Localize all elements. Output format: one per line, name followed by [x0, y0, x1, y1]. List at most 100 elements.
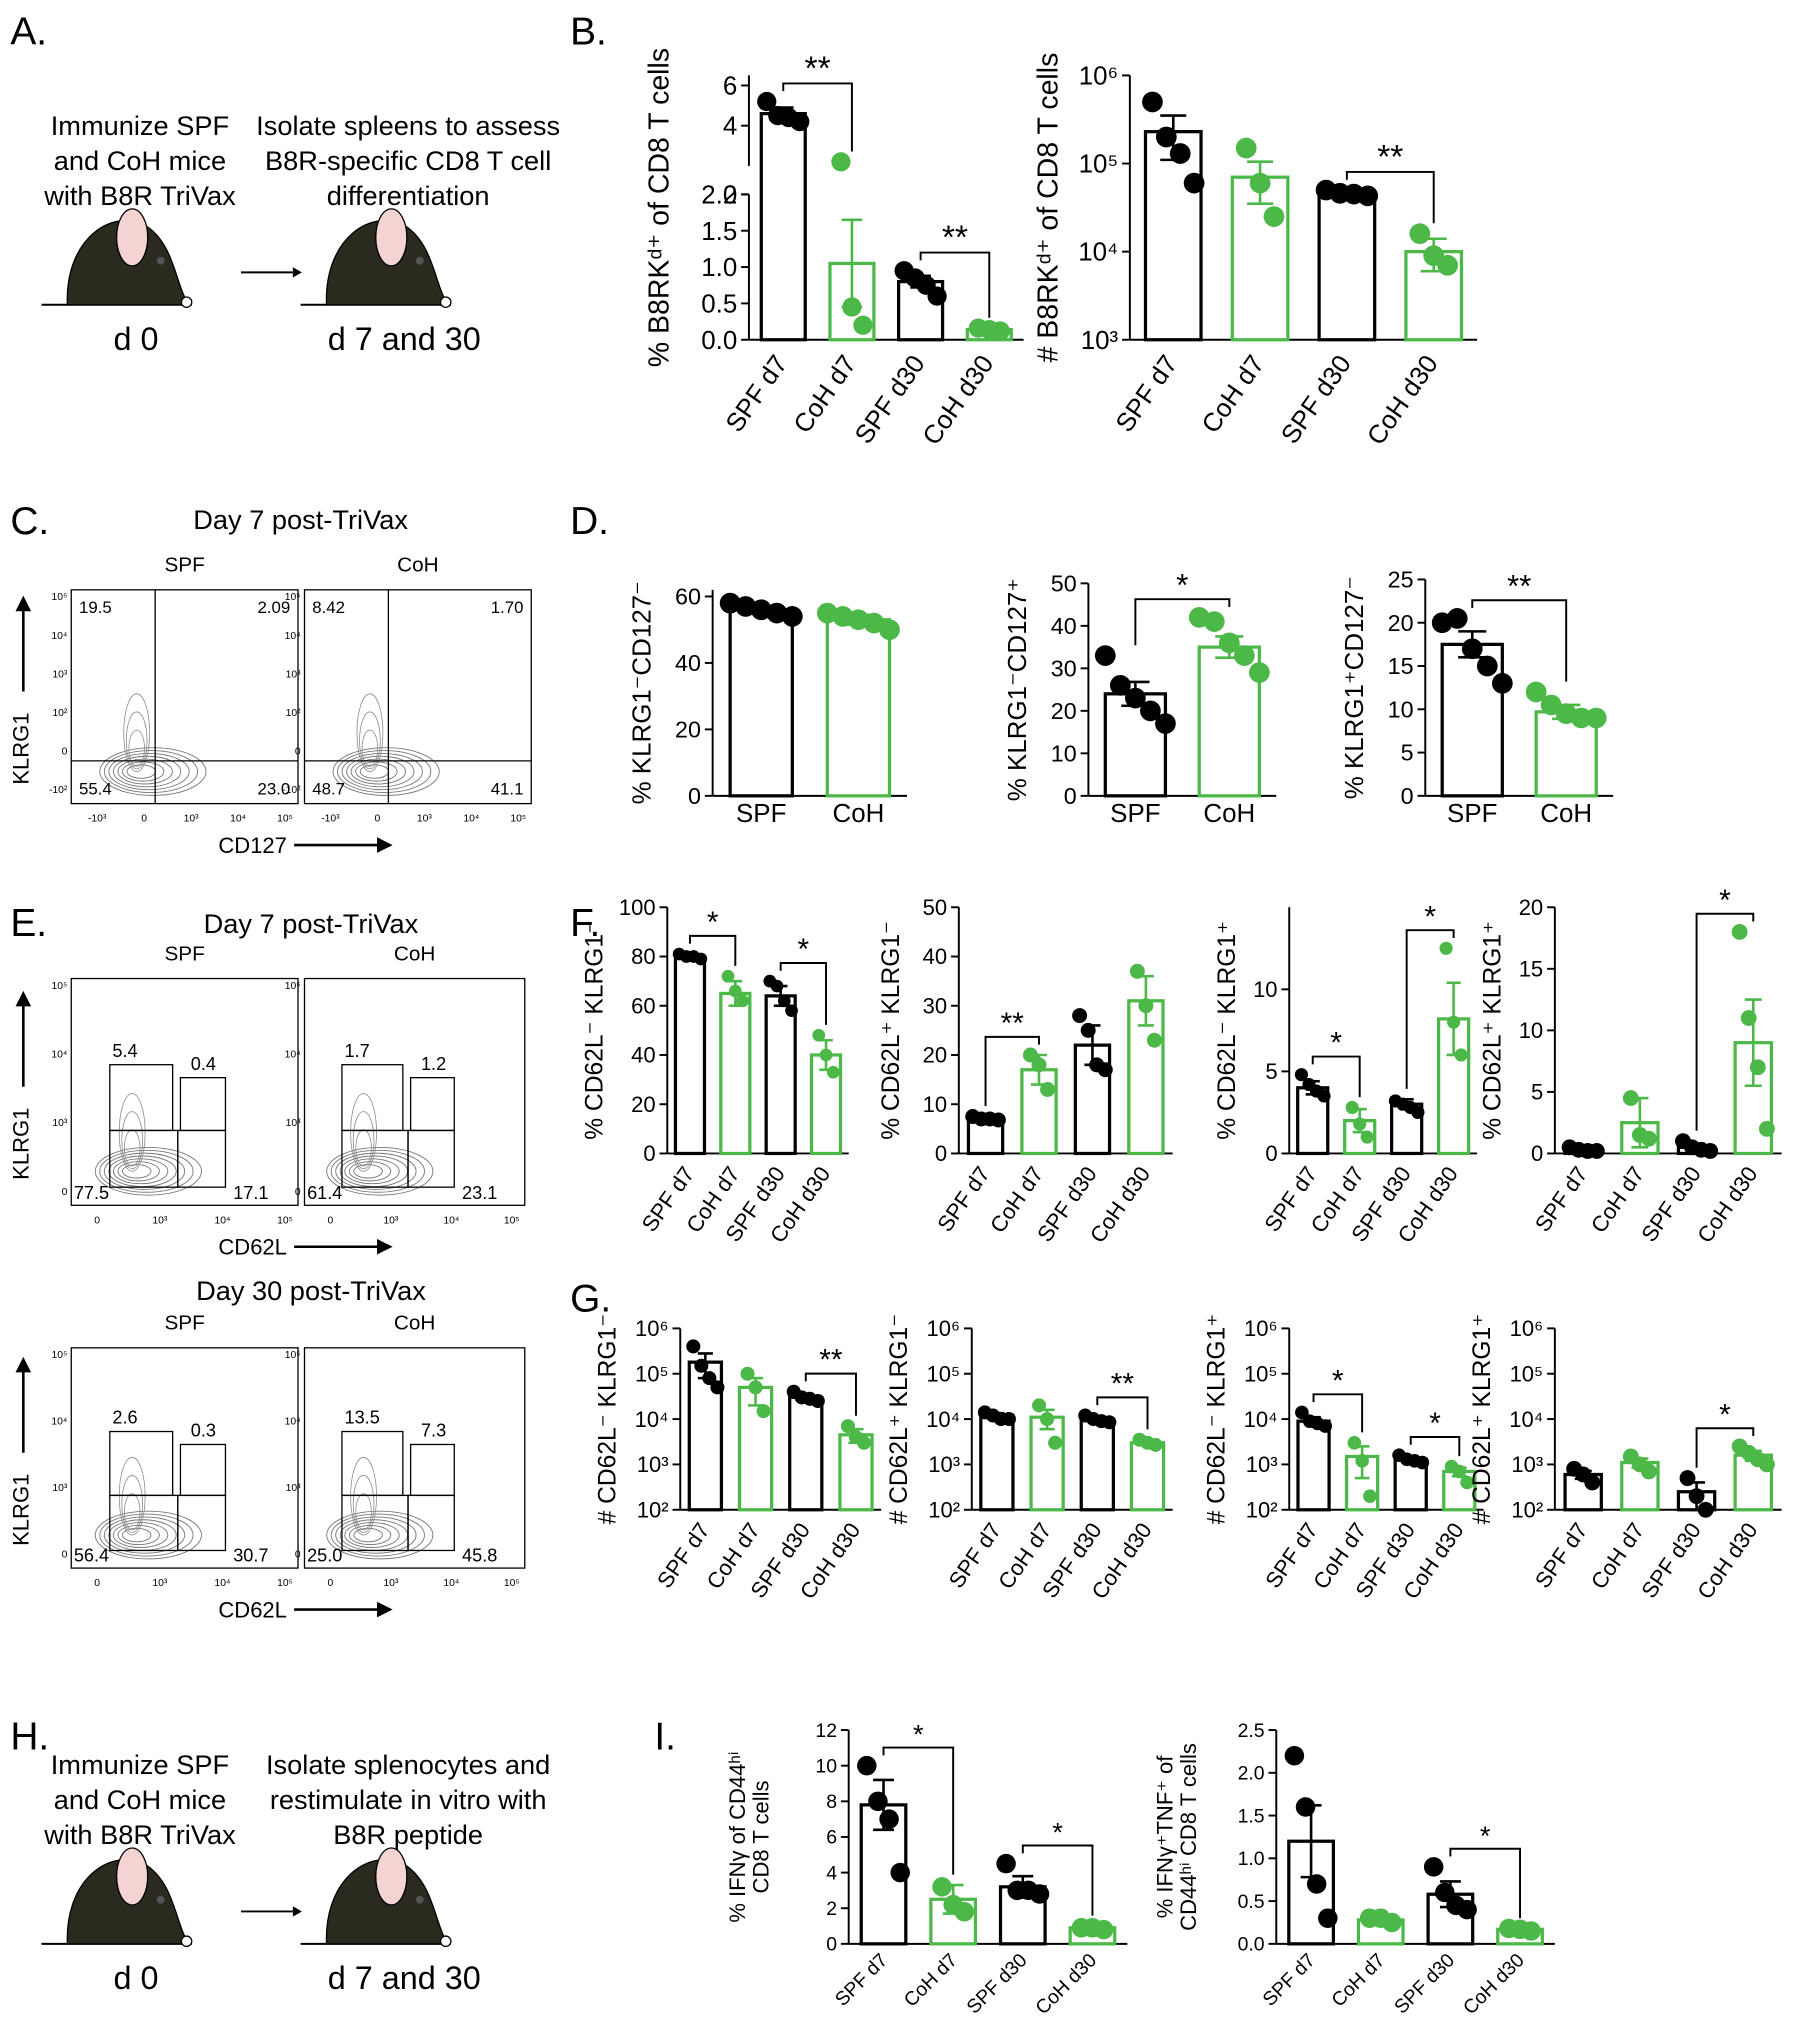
x-tick-label: SPF — [1110, 800, 1160, 828]
y-tick-label: 8 — [826, 1791, 837, 1813]
y-tick-label: 10³ — [1511, 1452, 1543, 1477]
data-point — [1749, 1059, 1766, 1076]
y-tick-label: 20 — [923, 1043, 948, 1068]
data-point — [863, 612, 885, 634]
data-point — [1169, 143, 1191, 164]
significance-bracket — [919, 251, 991, 318]
data-point — [1476, 655, 1498, 677]
data-point — [1570, 707, 1592, 729]
flow-x-tick: 10⁵ — [277, 814, 293, 825]
gate-box — [179, 1077, 227, 1132]
x-tick-label: CoH — [1540, 800, 1592, 828]
contour — [350, 1093, 377, 1172]
flow-y-tick: 10⁵ — [52, 592, 68, 603]
y-tick-label: 40 — [923, 944, 948, 969]
y-tick-label: 10⁵ — [926, 1361, 960, 1386]
y-axis-label: # CD62L⁻ KLRG1⁺ — [1203, 1314, 1230, 1525]
significance-bracket — [1405, 929, 1455, 1089]
flow-y-tick: 0 — [295, 1187, 301, 1198]
contour — [121, 1527, 152, 1543]
contour — [121, 1111, 143, 1170]
gate-value: 8.42 — [312, 598, 345, 617]
data-point — [1317, 1089, 1331, 1103]
y-tick-label: 10⁶ — [1510, 1316, 1544, 1341]
contour — [125, 711, 148, 770]
x-tick-label: CoH d30 — [918, 350, 1000, 450]
bar — [1317, 192, 1377, 342]
contour — [121, 1164, 152, 1179]
schematic-text: B8R peptide — [333, 1819, 483, 1850]
significance-bracket — [882, 1746, 955, 1875]
data-point — [1439, 941, 1453, 955]
data-point — [1263, 206, 1285, 227]
bar — [1029, 1415, 1065, 1512]
significance-bracket — [779, 962, 827, 1025]
y-tick-label: 20 — [1388, 610, 1414, 636]
y-tick-label: 10² — [637, 1497, 669, 1522]
schematic-text: Immunize SPF — [51, 110, 229, 141]
contour — [330, 1149, 425, 1193]
contour — [326, 1510, 434, 1560]
data-point — [735, 596, 757, 617]
data-point — [1148, 1437, 1163, 1452]
contour — [353, 1164, 383, 1179]
x-tick-label: SPF — [1447, 800, 1497, 828]
data-point — [1355, 1454, 1369, 1468]
data-point — [1740, 1010, 1757, 1026]
gate-value: 25.0 — [307, 1546, 342, 1566]
y-tick-label: 10⁵ — [1510, 1361, 1544, 1386]
data-point — [1155, 713, 1176, 734]
panel-label: D. — [570, 500, 609, 543]
contour — [123, 1493, 141, 1531]
data-point — [1294, 1068, 1309, 1082]
mouse-eye — [156, 256, 165, 265]
contour — [361, 729, 379, 767]
significance-label: ** — [1001, 1007, 1025, 1040]
significance-label: ** — [1111, 1367, 1135, 1400]
data-point — [1093, 1919, 1114, 1940]
flow-x-tick: 0 — [94, 1578, 100, 1589]
significance-bracket — [688, 934, 737, 966]
y-tick-label: 2.0 — [1238, 1763, 1265, 1785]
y-tick-label: 10³ — [637, 1452, 669, 1477]
contour — [118, 1456, 146, 1536]
y-tick-label: 100 — [619, 895, 656, 920]
data-point — [1249, 172, 1271, 194]
x-tick-label: SPF d7 — [1530, 1162, 1593, 1236]
y-tick-label: 0.0 — [701, 327, 737, 355]
gate-value: 45.8 — [462, 1546, 497, 1566]
gate-value: 1.7 — [345, 1041, 370, 1061]
x-tick-label: CoH d7 — [789, 350, 862, 438]
data-point — [721, 969, 735, 983]
significance-label: * — [913, 1719, 924, 1750]
schematic-text: Immunize SPF — [51, 1749, 229, 1780]
flow-axis-arrow-head — [15, 1356, 32, 1373]
x-tick-label: CoH — [832, 800, 884, 828]
y-axis-label: % CD62L⁻ KLRG1⁺ — [1214, 921, 1241, 1140]
gate-value: 5.4 — [112, 1041, 137, 1061]
flow-plot-name: CoH — [397, 554, 438, 577]
significance-label: * — [1480, 1820, 1491, 1851]
y-tick-label: 10⁶ — [635, 1316, 669, 1341]
data-point — [1347, 1435, 1362, 1450]
y-tick-label: 0 — [826, 1934, 837, 1956]
significance-label: ** — [1377, 139, 1403, 176]
bar — [719, 991, 752, 1156]
data-point — [736, 994, 749, 1008]
bar — [728, 608, 794, 798]
data-point — [728, 984, 742, 998]
significance-label: * — [1424, 900, 1436, 933]
flow-x-tick: 10⁴ — [230, 814, 246, 825]
x-tick-label: SPF d7 — [721, 350, 793, 437]
data-point — [1457, 1899, 1477, 1920]
data-point — [785, 1004, 798, 1018]
data-point — [954, 1902, 975, 1922]
y-axis-label: % CD62L⁺ KLRG1⁺ — [1479, 921, 1506, 1140]
gate-value: 77.5 — [74, 1183, 109, 1203]
y-tick-label: 10⁴ — [926, 1407, 960, 1432]
contour — [356, 693, 384, 772]
x-tick-label: CoH d30 — [1459, 1949, 1529, 2019]
data-point — [927, 286, 947, 306]
gate-box — [179, 1443, 227, 1497]
